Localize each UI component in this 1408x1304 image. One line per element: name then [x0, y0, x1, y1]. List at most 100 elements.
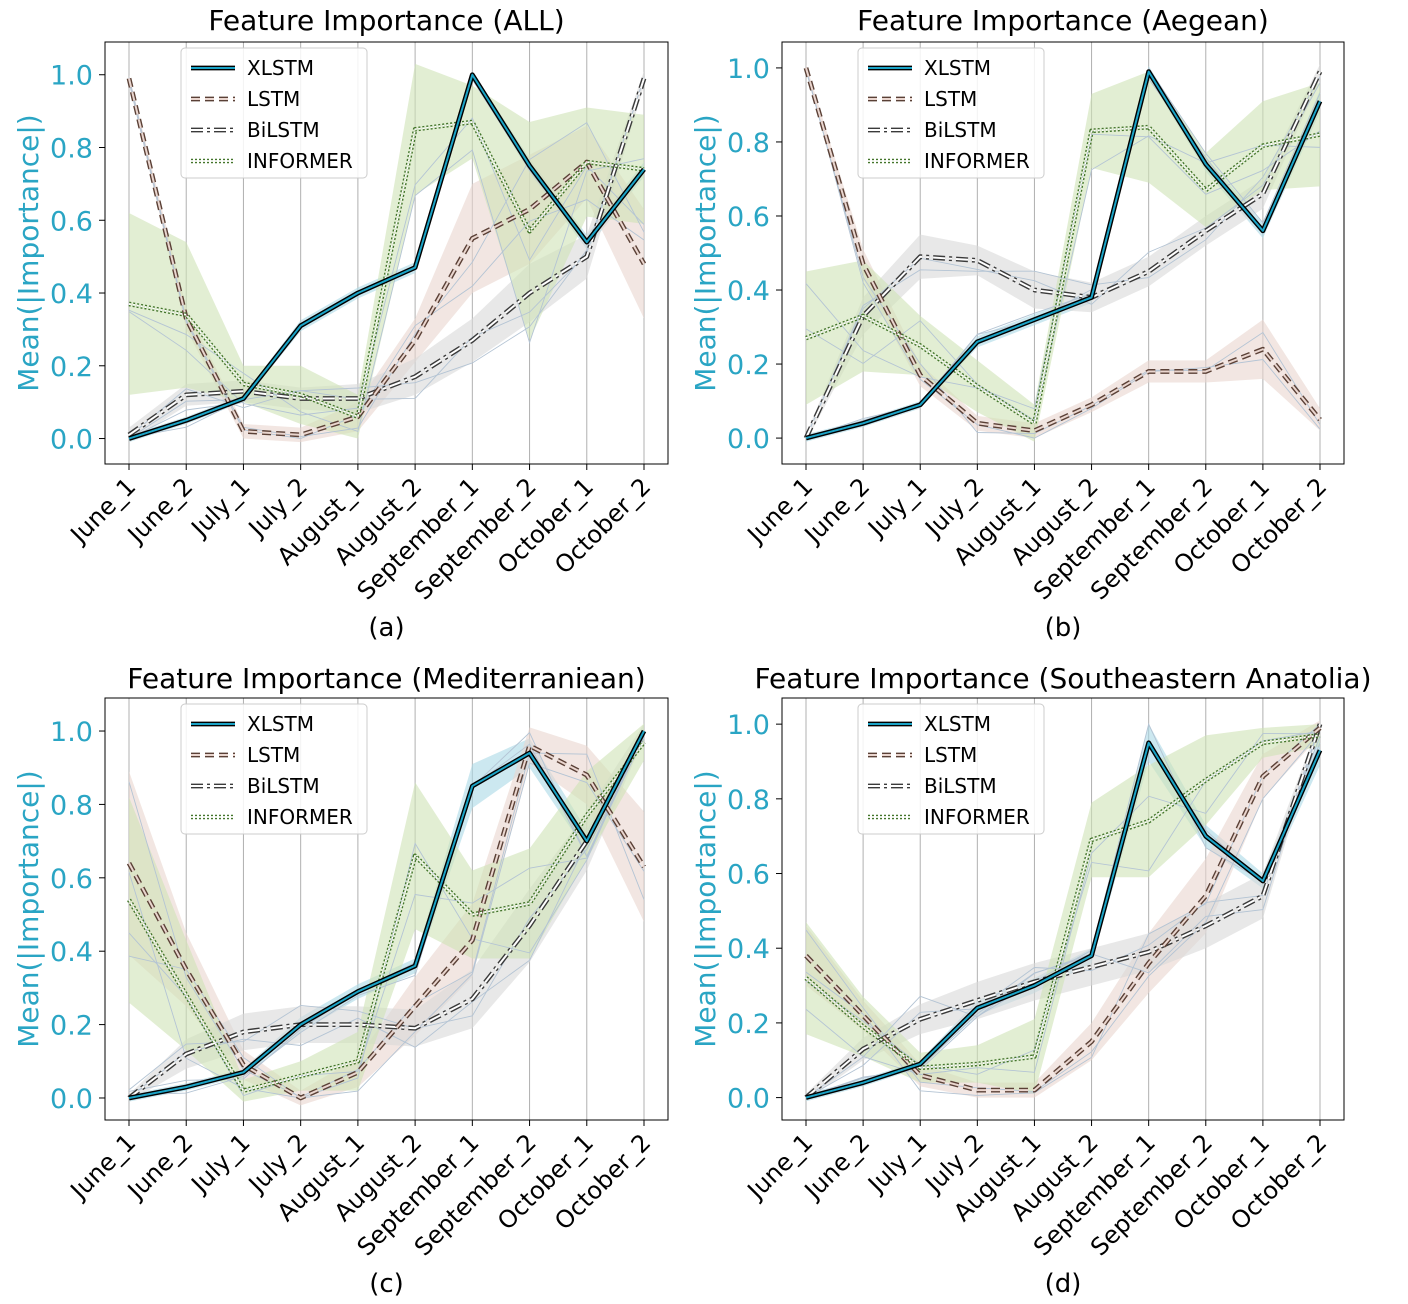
legend-label: LSTM — [247, 743, 300, 767]
y-tick-label: 0.2 — [50, 1011, 93, 1042]
x-tick-label: July_1 — [861, 1128, 932, 1199]
run-line — [128, 149, 645, 433]
y-tick-label: 0.8 — [727, 785, 770, 816]
series-line-inner-lstm — [805, 727, 1321, 1092]
y-tick-label: 0.8 — [727, 128, 770, 159]
legend-box — [857, 47, 1045, 179]
plot-frame — [104, 41, 669, 465]
series-line-inner-lstm — [128, 78, 645, 436]
legend-box — [180, 703, 368, 835]
y-tick-label: 0.4 — [727, 934, 770, 965]
series-line-inner-xlstm — [805, 741, 1321, 1099]
band-informer — [129, 63, 644, 439]
y-tick-label: 0.4 — [50, 279, 93, 310]
series-line-inner-bilstm — [805, 71, 1321, 439]
y-axis-label: Mean(|Importance|) — [12, 114, 45, 391]
y-tick-label: 1.0 — [50, 717, 93, 748]
series-line-inner-informer — [805, 734, 1321, 1069]
run-line — [805, 76, 1321, 438]
legend-label: XLSTM — [247, 56, 314, 80]
y-tick-label: 0.0 — [727, 424, 770, 455]
y-tick-label: 0.0 — [727, 1084, 770, 1115]
y-tick-label: 0.6 — [50, 864, 93, 895]
legend-label: BiLSTM — [247, 774, 320, 798]
y-tick-label: 0.6 — [727, 202, 770, 233]
plot-frame — [781, 41, 1345, 465]
legend-box — [857, 703, 1045, 835]
series-line-inner-bilstm — [128, 78, 645, 436]
y-tick-label: 0.0 — [50, 1084, 93, 1115]
y-tick-label: 0.8 — [50, 134, 93, 165]
panel-caption: (d) — [1045, 1269, 1082, 1299]
band-informer — [129, 723, 644, 1102]
legend-box — [180, 47, 368, 179]
y-tick-label: 1.0 — [727, 54, 770, 85]
x-tick-label: July_1 — [861, 472, 932, 543]
series-line-inner-lstm — [805, 67, 1321, 432]
run-line — [128, 77, 645, 439]
panel-4: 0.00.20.40.60.81.0June_1June_2July_1July… — [689, 662, 1372, 1299]
legend-label: LSTM — [924, 87, 977, 111]
y-axis-label: Mean(|Importance|) — [689, 114, 722, 391]
panel-caption: (a) — [368, 613, 404, 643]
legend-label: BiLSTM — [247, 118, 320, 142]
y-tick-label: 0.2 — [50, 352, 93, 383]
y-tick-label: 0.2 — [727, 350, 770, 381]
y-tick-label: 0.2 — [727, 1009, 770, 1040]
chart-title: Feature Importance (Mediterraniean) — [127, 662, 645, 695]
legend-label: BiLSTM — [924, 774, 997, 798]
plot-frame — [104, 697, 669, 1121]
legend: XLSTM LSTM BiLSTM INFORMER — [857, 47, 1045, 179]
panel-1: 0.00.20.40.60.81.0June_1June_2July_1July… — [12, 4, 669, 643]
x-tick-label: June_1 — [741, 1128, 818, 1205]
plot-frame — [781, 697, 1345, 1121]
chart-title: Feature Importance (Southeastern Anatoli… — [754, 662, 1371, 695]
panel-caption: (c) — [369, 1269, 404, 1299]
legend: XLSTM LSTM BiLSTM INFORMER — [180, 703, 368, 835]
y-tick-label: 1.0 — [50, 61, 93, 92]
panel-3: 0.00.20.40.60.81.0June_1June_2July_1July… — [12, 662, 669, 1299]
x-tick-label: July_1 — [185, 1128, 256, 1199]
y-tick-label: 0.0 — [50, 425, 93, 456]
band-informer — [806, 71, 1320, 442]
x-tick-label: June_1 — [741, 472, 818, 549]
chart-title: Feature Importance (Aegean) — [857, 4, 1269, 37]
legend-label: LSTM — [924, 743, 977, 767]
x-tick-label: June_1 — [64, 1128, 141, 1205]
legend-label: INFORMER — [247, 149, 353, 173]
legend: XLSTM LSTM BiLSTM INFORMER — [857, 703, 1045, 835]
y-tick-label: 0.6 — [50, 206, 93, 237]
legend-label: XLSTM — [247, 712, 314, 736]
series-line-inner-informer — [805, 126, 1321, 425]
series-line-inner-bilstm — [128, 730, 645, 1099]
series-line-inner-lstm — [128, 744, 645, 1099]
y-tick-label: 0.4 — [50, 937, 93, 968]
band-lstm — [806, 720, 1320, 1098]
y-tick-label: 0.4 — [727, 276, 770, 307]
run-line — [128, 77, 645, 437]
series-line-inner-xlstm — [128, 730, 645, 1099]
y-tick-label: 0.6 — [727, 860, 770, 891]
x-tick-label: June_1 — [64, 472, 141, 549]
legend-label: BiLSTM — [924, 118, 997, 142]
legend-label: INFORMER — [924, 149, 1030, 173]
panel-caption: (b) — [1045, 613, 1082, 643]
y-axis-label: Mean(|Importance|) — [12, 770, 45, 1047]
y-tick-label: 0.8 — [50, 790, 93, 821]
run-line — [805, 135, 1321, 422]
y-tick-label: 1.0 — [727, 710, 770, 741]
x-tick-label: July_1 — [185, 472, 256, 543]
y-axis-label: Mean(|Importance|) — [689, 770, 722, 1047]
legend-label: INFORMER — [924, 805, 1030, 829]
panel-2: 0.00.20.40.60.81.0June_1June_2July_1July… — [689, 4, 1345, 643]
series-line-inner-xlstm — [128, 73, 645, 440]
run-line — [805, 130, 1321, 410]
legend-label: INFORMER — [247, 805, 353, 829]
series-line-inner-xlstm — [805, 70, 1321, 440]
band-bilstm — [806, 720, 1320, 1102]
legend-label: XLSTM — [924, 712, 991, 736]
band-bilstm — [806, 64, 1320, 442]
chart-title: Feature Importance (ALL) — [208, 4, 564, 37]
run-line — [805, 733, 1321, 1075]
